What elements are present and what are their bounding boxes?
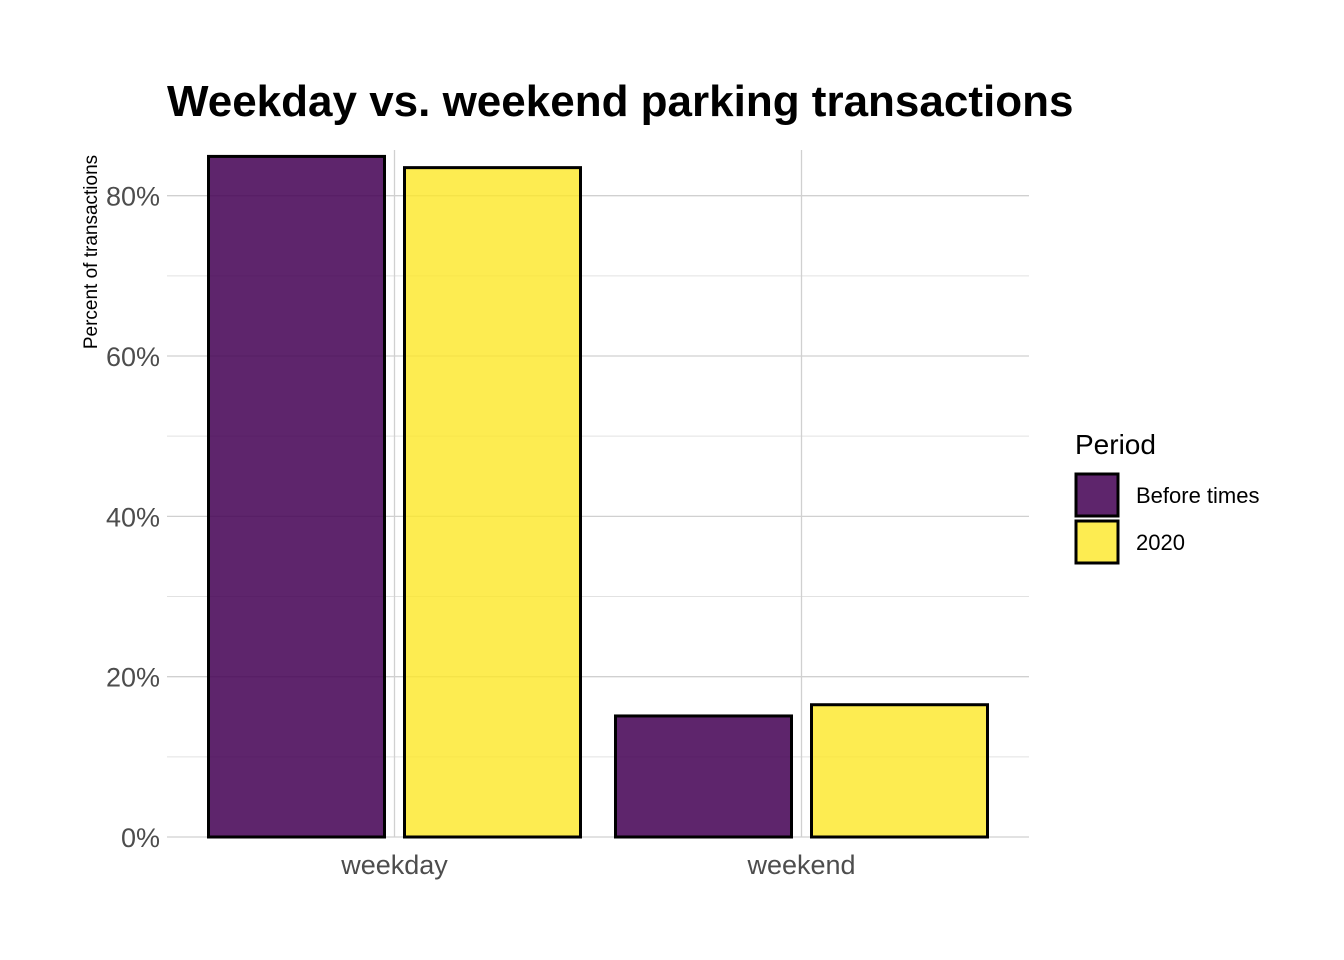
legend-label: Before times (1136, 483, 1260, 508)
y-tick-label: 60% (106, 342, 160, 372)
bar-weekday-2020 (403, 166, 582, 839)
y-axis-label: Percent of transactions (81, 155, 102, 349)
bar-weekday-before-times (207, 154, 386, 839)
y-tick-label: 80% (106, 182, 160, 212)
legend-swatch (1074, 472, 1120, 518)
bar-weekend-2020 (810, 703, 989, 839)
bar-weekend-before-times (614, 714, 793, 839)
y-tick-label: 40% (106, 502, 160, 532)
x-tick-label: weekday (340, 850, 448, 880)
y-axis-ticks: 0% 20% 40% 60% 80% (106, 182, 160, 853)
x-axis-ticks: weekday weekend (340, 850, 855, 880)
x-tick-label: weekend (746, 850, 855, 880)
y-tick-label: 20% (106, 663, 160, 693)
legend: Period Before times 2020 (1074, 429, 1260, 565)
legend-title: Period (1075, 429, 1156, 460)
y-tick-label: 0% (121, 823, 160, 853)
legend-items: Before times 2020 (1074, 472, 1260, 565)
legend-label: 2020 (1136, 530, 1185, 555)
legend-swatch (1074, 519, 1120, 565)
bars (207, 154, 989, 839)
chart-title: Weekday vs. weekend parking transactions (167, 77, 1073, 126)
